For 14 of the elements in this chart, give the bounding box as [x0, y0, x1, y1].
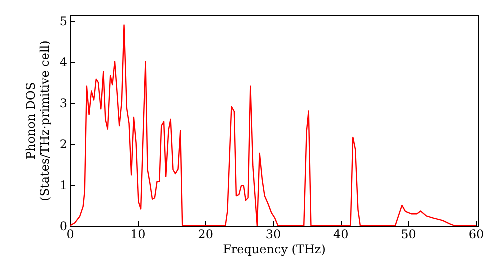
x-tick-label: 60 [468, 228, 484, 242]
line-series [70, 24, 477, 226]
x-tick-label: 50 [401, 228, 416, 242]
y-tick-label: 2 [60, 138, 68, 152]
x-tick-label: 40 [334, 228, 349, 242]
x-tick-label: 10 [130, 228, 146, 242]
y-tick-label: 5 [60, 14, 68, 29]
y-tick-label: 4 [60, 56, 68, 70]
x-tick-label: 30 [266, 228, 282, 242]
y-tick-label: 3 [60, 96, 68, 111]
y-tick-label: 1 [60, 178, 68, 193]
x-tick-label: 20 [198, 228, 214, 242]
y-axis-title: Phonon DOS (States/THz·primitive cell) [24, 40, 52, 202]
x-axis-title: Frequency (THz) [223, 242, 326, 256]
